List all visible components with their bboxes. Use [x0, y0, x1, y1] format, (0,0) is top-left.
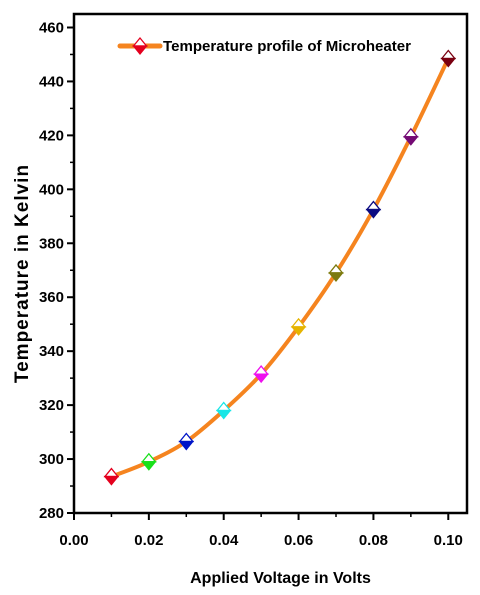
- data-point: [103, 467, 120, 486]
- data-point: [290, 317, 307, 336]
- y-tick-label: 460: [39, 19, 64, 36]
- plot-frame: [72, 12, 469, 515]
- data-point: [253, 365, 270, 384]
- marker-top-half: [103, 467, 120, 478]
- legend-label: Temperature profile of Microheater: [163, 38, 411, 55]
- x-tick-label: 0.08: [359, 532, 388, 549]
- x-axis-title: Applied Voltage in Volts: [190, 570, 371, 587]
- legend: Temperature profile of Microheater: [117, 36, 411, 56]
- data-point: [440, 49, 457, 68]
- data-point: [402, 127, 419, 146]
- x-tick-label: 0.10: [434, 532, 463, 549]
- marker-bottom-half: [215, 409, 232, 420]
- marker-bottom-half: [103, 475, 120, 486]
- axis-ticks: [67, 26, 450, 520]
- series-line: [109, 56, 451, 479]
- y-tick-label: 360: [39, 289, 64, 306]
- data-point: [178, 432, 195, 451]
- series-layer: [103, 49, 457, 486]
- marker-top-half: [132, 36, 148, 47]
- marker-bottom-half: [440, 57, 457, 68]
- y-tick-label: 420: [39, 127, 64, 144]
- marker-bottom-half: [253, 373, 270, 384]
- x-tick-labels: 0.00 0.02 0.04 0.06 0.08 0.10: [59, 532, 462, 549]
- x-tick-label: 0.02: [134, 532, 163, 549]
- y-tick-labels: 280 300 320 340 360 380 400 420 440 460: [39, 19, 64, 522]
- legend-marker: [132, 36, 148, 56]
- x-tick-label: 0.06: [284, 532, 313, 549]
- marker-bottom-half: [328, 272, 344, 282]
- data-point: [140, 452, 157, 471]
- x-tick-label: 0.00: [59, 532, 88, 549]
- marker-bottom-half: [402, 136, 419, 146]
- y-tick-label: 280: [39, 505, 64, 522]
- marker-bottom-half: [290, 326, 307, 336]
- x-tick-label: 0.04: [209, 532, 239, 549]
- marker-bottom-half: [132, 45, 148, 56]
- y-tick-label: 440: [39, 73, 64, 90]
- y-axis-title: Temperature in Kelvin: [12, 164, 33, 383]
- marker-bottom-half: [140, 461, 157, 471]
- legend-diamond: [132, 36, 148, 56]
- marker-bottom-half: [178, 440, 195, 451]
- data-point: [215, 401, 232, 420]
- marker-bottom-half: [365, 208, 382, 219]
- marker-top-half: [440, 49, 457, 60]
- y-tick-label: 340: [39, 343, 64, 360]
- y-tick-label: 300: [39, 451, 64, 468]
- data-point: [365, 200, 382, 219]
- y-tick-label: 320: [39, 397, 64, 414]
- y-tick-label: 380: [39, 235, 64, 252]
- y-tick-label: 400: [39, 181, 64, 198]
- data-point: [328, 263, 344, 282]
